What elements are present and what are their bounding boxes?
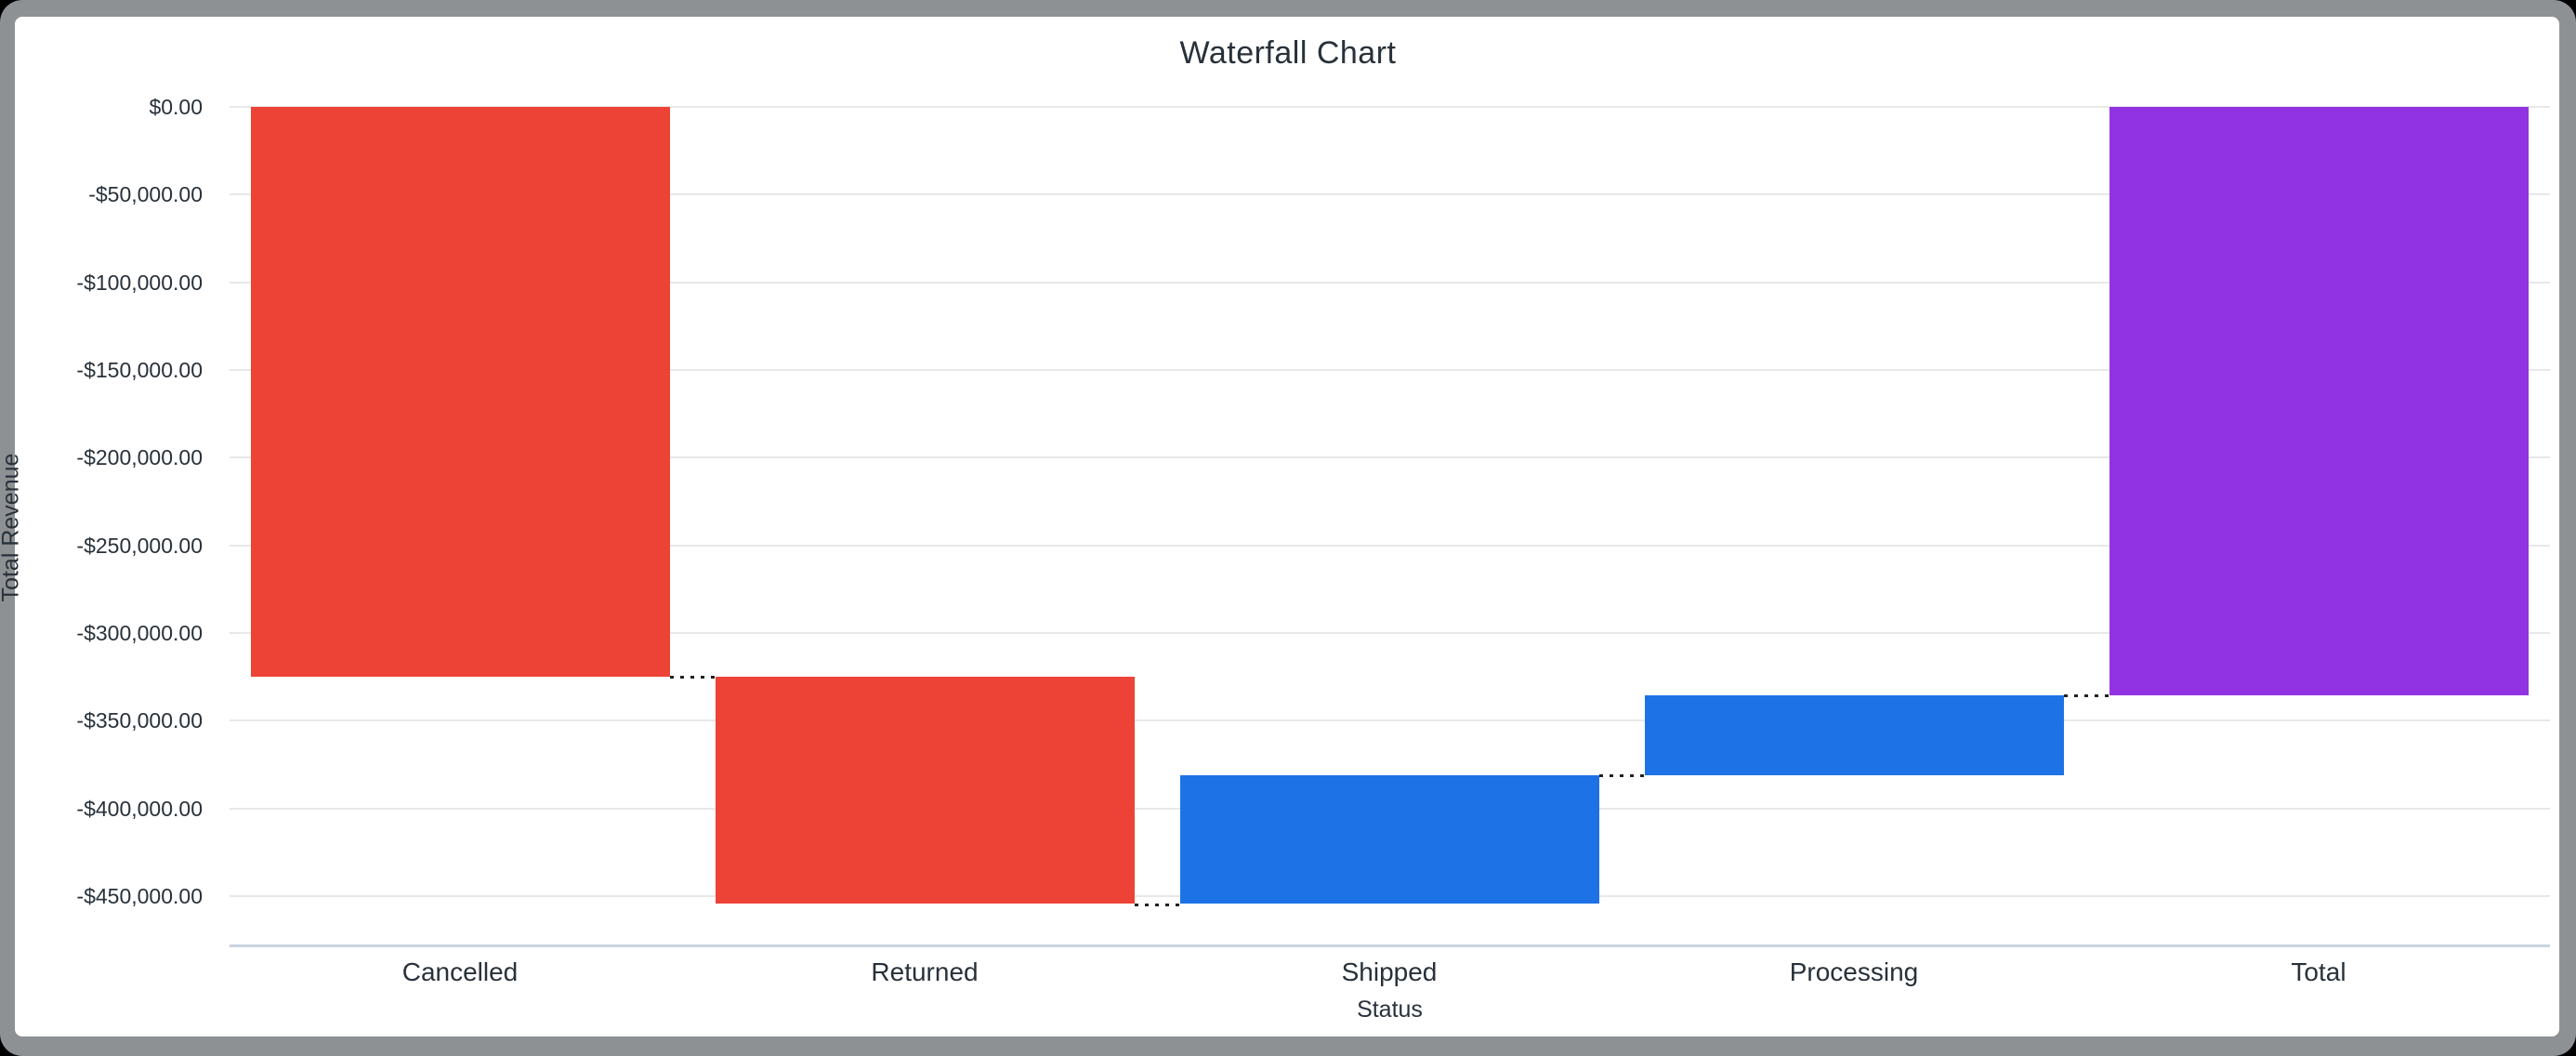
y-tick-label: -$100,000.00 bbox=[76, 270, 203, 295]
category-label-shipped: Shipped bbox=[1341, 957, 1438, 986]
category-label-total: Total bbox=[2291, 957, 2346, 986]
category-label-cancelled: Cancelled bbox=[401, 957, 519, 986]
y-tick-label: -$450,000.00 bbox=[76, 884, 203, 908]
bar-returned[interactable] bbox=[715, 677, 1135, 904]
gridline bbox=[230, 544, 2550, 547]
bar-shipped[interactable] bbox=[1179, 774, 1599, 904]
bar-total[interactable] bbox=[2109, 107, 2529, 695]
waterfall-connector bbox=[2063, 694, 2109, 697]
y-tick-label: -$250,000.00 bbox=[76, 533, 203, 558]
waterfall-connector bbox=[669, 676, 716, 680]
y-tick-label: -$300,000.00 bbox=[76, 621, 203, 645]
y-tick-label: -$400,000.00 bbox=[76, 796, 203, 821]
x-axis-line bbox=[230, 944, 2550, 947]
x-axis-title: Status bbox=[1357, 997, 1423, 1023]
y-axis-title: Total Revenue bbox=[0, 453, 24, 602]
waterfall-connector bbox=[1134, 903, 1180, 906]
y-tick-label: -$350,000.00 bbox=[76, 708, 203, 733]
gridline bbox=[230, 369, 2550, 371]
chart-title: Waterfall Chart bbox=[1179, 35, 1397, 71]
gridline bbox=[230, 456, 2550, 459]
gridline bbox=[230, 193, 2550, 196]
y-tick-label: -$150,000.00 bbox=[76, 358, 203, 382]
category-label-returned: Returned bbox=[871, 957, 979, 986]
bar-cancelled[interactable] bbox=[250, 107, 670, 678]
category-label-processing: Processing bbox=[1789, 957, 1919, 986]
waterfall-connector bbox=[1598, 773, 1645, 777]
gridline bbox=[230, 719, 2550, 722]
y-tick-label: -$200,000.00 bbox=[76, 445, 203, 470]
y-tick-label: -$50,000.00 bbox=[88, 182, 203, 207]
gridline bbox=[230, 632, 2550, 634]
gridline bbox=[230, 281, 2550, 284]
bar-processing[interactable] bbox=[1644, 695, 2064, 775]
gridline bbox=[230, 106, 2550, 108]
y-tick-label: $0.00 bbox=[149, 95, 203, 119]
